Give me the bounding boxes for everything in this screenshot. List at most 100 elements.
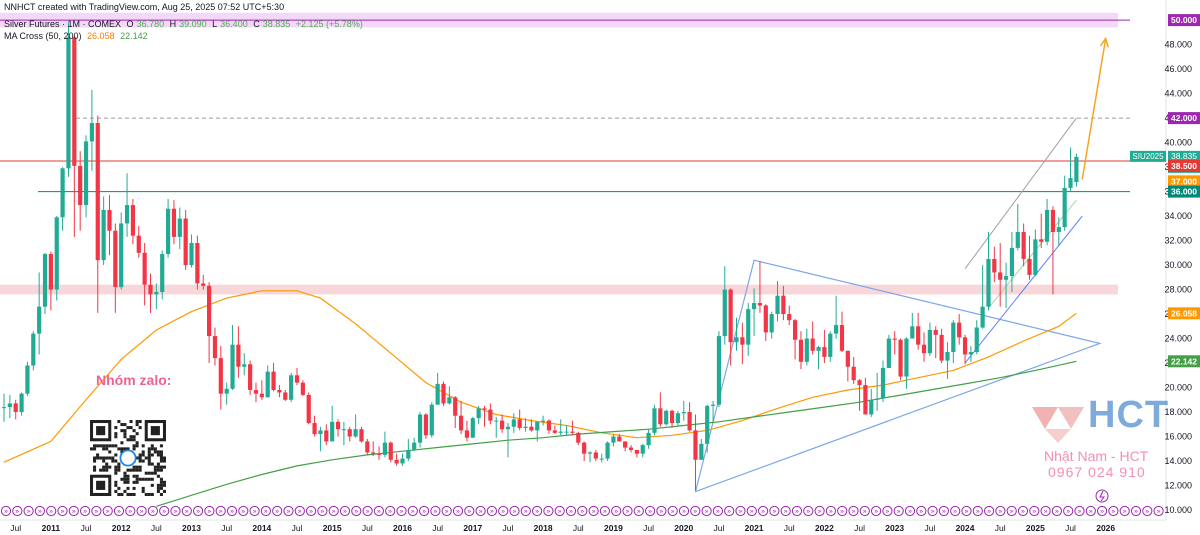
event-glyph: » [817,508,821,516]
price-tag-text: 26.058 [1171,308,1197,318]
qr-module [123,474,127,478]
candle-body [306,394,311,424]
price-tag-box [1168,185,1200,198]
event-marker: » [46,505,57,517]
candle [962,334,968,365]
qr-finder-core [96,426,106,436]
candle-body [95,122,100,261]
candle-body [664,410,669,425]
qr-module [159,444,163,448]
qr-module [111,459,115,463]
candle-body [207,285,212,337]
event-glyph: » [1055,508,1059,516]
event-circle [554,505,565,517]
qr-finder-core [96,480,106,490]
candles [1,22,1079,491]
candle-body [148,284,153,295]
candle [716,331,722,408]
candle-body [435,383,440,405]
event-marker: » [396,505,407,517]
price-tag: 22.142 [1168,355,1200,368]
event-circle [1040,505,1051,517]
time-tick-label: Jul [10,523,21,533]
candle [500,414,505,433]
event-circle [102,505,113,517]
event-circle [226,505,238,517]
price-tick-label: 14.000 [1164,456,1192,466]
event-marker: » [68,505,79,517]
event-glyph: » [976,508,980,516]
candle-body [253,389,259,394]
event-marker: » [23,505,34,517]
candle [1074,153,1079,187]
hct-logo-icon [1032,407,1084,443]
qr-module [153,447,157,451]
qr-module [132,444,136,448]
ma-legend[interactable]: MA Cross (50, 200) 26.058 22.142 [4,31,151,41]
time-tick-label: 2014 [252,523,271,533]
qr-module [114,444,118,448]
symbol-tag-text: SIU2025 [1132,152,1164,161]
event-glyph: » [863,508,867,516]
qr-module [117,420,121,424]
event-marker: » [724,505,735,517]
candle-body [1,407,7,409]
symbol-legend[interactable]: Silver Futures · 1M · COMEX O 36.780 H 39.… [4,19,366,29]
qr-module [120,423,124,427]
event-marker: » [588,505,599,517]
qr-module [114,471,118,475]
event-circle [656,505,667,517]
event-glyph: » [4,508,8,516]
event-marker: » [633,505,644,517]
event-marker: » [351,505,362,517]
time-tick-label: Jul [573,523,584,533]
event-glyph: » [1043,508,1047,516]
candle [1,393,7,422]
price-tag-box [1168,307,1200,320]
event-glyph: » [38,508,42,516]
qr-module [93,468,97,472]
time-tick-label: Jul [643,523,654,533]
event-glyph: » [784,508,788,516]
candle-body [763,305,768,333]
price-tag-text: 22.142 [1171,356,1197,366]
candle-body [42,254,48,307]
event-circle [68,505,79,517]
event-circle [701,505,712,517]
candle [828,331,833,362]
candle-body [78,165,83,206]
event-circle [430,505,441,517]
candle-body [751,303,757,310]
time-tick-label: 2023 [885,523,904,533]
event-glyph: » [1123,508,1127,516]
candle-body [628,447,634,450]
event-glyph: » [411,508,415,516]
candle-body [957,322,962,338]
candle-body [904,338,909,377]
event-circle [407,505,418,517]
event-marker: » [385,505,396,517]
qr-module [141,489,145,493]
symbol-name: Silver Futures · 1M · COMEX [4,19,122,29]
event-glyph: » [727,508,731,516]
event-glyph: » [1077,508,1081,516]
low-label: L [212,19,218,29]
candle [787,305,792,326]
qr-module [123,480,127,484]
event-marker: » [938,505,950,517]
candle-body [330,421,335,442]
event-circle [113,505,125,517]
candle-body [371,452,376,454]
qr-module [147,456,151,460]
candle-body [236,344,241,367]
candle-body [798,339,804,362]
price-tick-label: 16.000 [1164,432,1192,442]
qr-finder-core [150,426,160,436]
qr-module [159,453,163,457]
candle [148,273,153,313]
event-glyph: » [1032,508,1036,516]
candle [705,404,710,453]
event-circle [362,505,373,517]
